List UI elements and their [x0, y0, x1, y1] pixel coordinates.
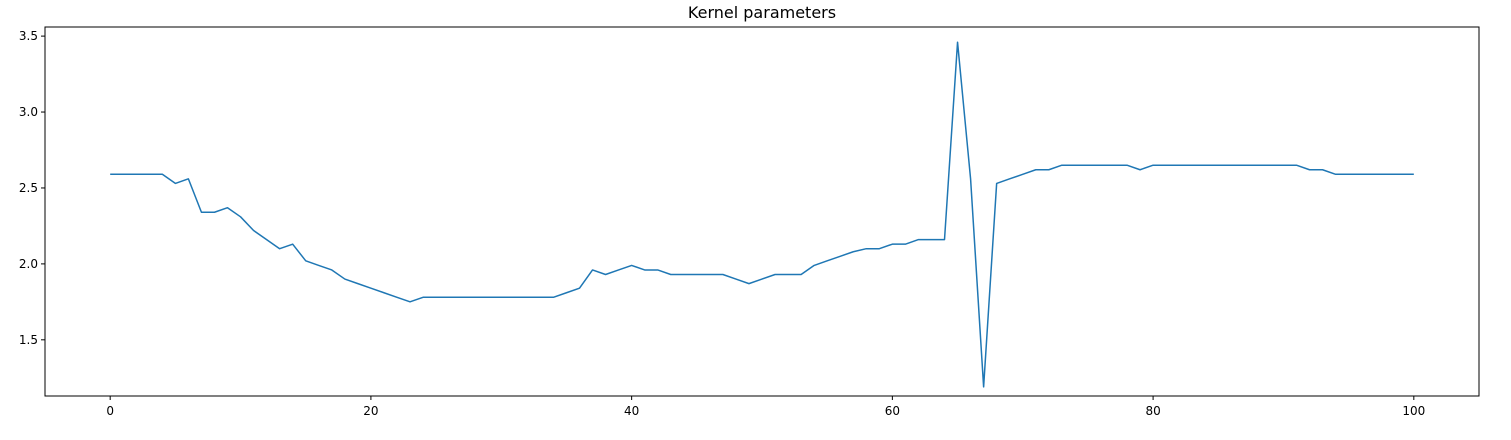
x-axis-ticks: 0 20 40 60 80 100 — [106, 396, 1425, 418]
x-tick-label: 40 — [624, 404, 639, 418]
y-tick-label: 3.5 — [19, 29, 38, 43]
x-tick-label: 100 — [1402, 404, 1425, 418]
x-tick-label: 20 — [363, 404, 378, 418]
chart-title: Kernel parameters — [688, 3, 836, 22]
y-tick-label: 2.0 — [19, 257, 38, 271]
y-tick-label: 3.0 — [19, 105, 38, 119]
y-axis-ticks: 1.5 2.0 2.5 3.0 3.5 — [19, 29, 45, 347]
y-tick-label: 1.5 — [19, 333, 38, 347]
x-tick-label: 80 — [1145, 404, 1160, 418]
y-tick-label: 2.5 — [19, 181, 38, 195]
series-line — [110, 41, 1414, 388]
plot-area-frame — [44, 26, 1480, 397]
x-tick-label: 0 — [106, 404, 114, 418]
x-tick-label: 60 — [885, 404, 900, 418]
